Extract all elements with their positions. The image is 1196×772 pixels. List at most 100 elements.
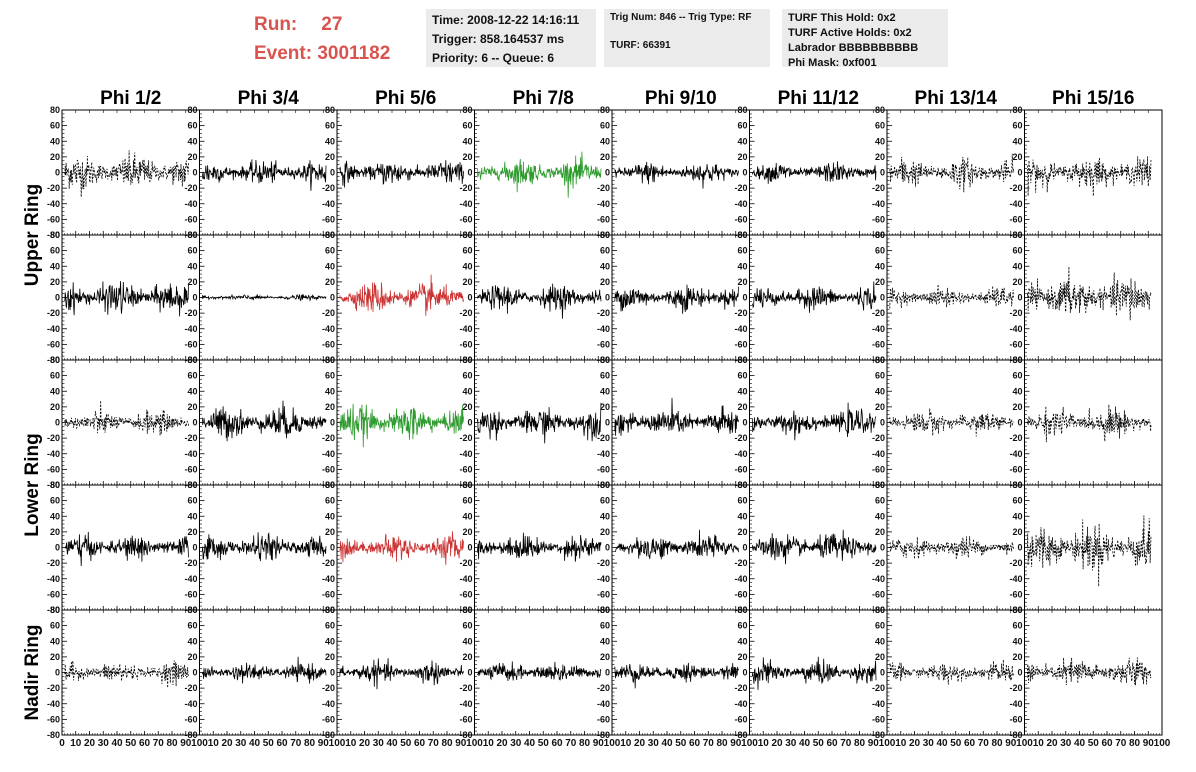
x-tick-label: 30 xyxy=(235,738,247,749)
y-tick-label: 60 xyxy=(875,371,885,381)
y-tick-label: 60 xyxy=(875,121,885,131)
y-tick-label: 40 xyxy=(50,511,60,521)
waveform-trace-r3-c8 xyxy=(1026,404,1152,443)
x-tick-label: 80 xyxy=(304,738,316,749)
y-tick-label: -40 xyxy=(322,324,335,334)
y-tick-label: -60 xyxy=(597,214,610,224)
y-tick-label: -20 xyxy=(322,308,335,318)
y-tick-label: 40 xyxy=(737,136,747,146)
y-tick-label: 80 xyxy=(462,105,472,115)
y-tick-label: -20 xyxy=(597,558,610,568)
y-tick-label: -20 xyxy=(459,183,472,193)
y-tick-label: 20 xyxy=(600,652,610,662)
waveform-trace-r4-c2 xyxy=(201,532,327,562)
x-tick-label: 20 xyxy=(496,738,508,749)
x-tick-label: 80 xyxy=(854,738,866,749)
y-tick-label: -40 xyxy=(734,699,747,709)
y-tick-label: -20 xyxy=(184,433,197,443)
y-tick-label: -20 xyxy=(47,433,60,443)
waveform-trace-r1-c3 xyxy=(339,160,464,188)
y-tick-label: 0 xyxy=(330,543,335,553)
y-tick-label: 40 xyxy=(1012,261,1022,271)
y-tick-label: -40 xyxy=(1009,574,1022,584)
x-tick-label: 30 xyxy=(373,738,385,749)
y-tick-label: 0 xyxy=(742,168,747,178)
y-tick-label: 60 xyxy=(875,496,885,506)
y-tick-label: -80 xyxy=(47,480,60,490)
x-tick-label: 80 xyxy=(579,738,591,749)
y-tick-label: 60 xyxy=(600,121,610,131)
y-tick-label: 20 xyxy=(600,527,610,537)
y-tick-label: 80 xyxy=(1012,480,1022,490)
y-tick-label: -20 xyxy=(734,308,747,318)
y-tick-label: 0 xyxy=(605,418,610,428)
x-tick-label: 80 xyxy=(991,738,1003,749)
x-tick-label: 30 xyxy=(923,738,935,749)
waveform-trace-r4-c8 xyxy=(1026,515,1152,587)
y-tick-label: 0 xyxy=(742,543,747,553)
x-tick-label: 10 xyxy=(758,738,770,749)
event-line: Event: 3001182 xyxy=(254,39,390,68)
y-tick-label: 40 xyxy=(462,636,472,646)
y-tick-label: 0 xyxy=(605,543,610,553)
y-tick-label: -80 xyxy=(734,730,747,740)
ring-label-lower-ring: Lower Ring xyxy=(22,433,43,536)
y-tick-label: -60 xyxy=(872,214,885,224)
y-tick-label: -80 xyxy=(459,730,472,740)
trig-num-text: Trig Num: 846 -- Trig Type: RF xyxy=(610,12,752,23)
y-tick-label: -20 xyxy=(184,558,197,568)
y-tick-label: 0 xyxy=(880,293,885,303)
column-title-7: Phi 13/14 xyxy=(915,88,998,109)
y-tick-label: 60 xyxy=(50,371,60,381)
y-tick-label: 40 xyxy=(187,136,197,146)
y-tick-label: 80 xyxy=(600,605,610,615)
y-tick-label: 60 xyxy=(737,371,747,381)
ring-label-nadir-ring: Nadir Ring xyxy=(22,624,43,720)
y-tick-label: 20 xyxy=(737,277,747,287)
y-tick-label: -40 xyxy=(322,699,335,709)
y-tick-label: 80 xyxy=(462,355,472,365)
y-tick-label: 20 xyxy=(1012,527,1022,537)
y-tick-label: 20 xyxy=(462,402,472,412)
y-tick-label: 80 xyxy=(187,105,197,115)
y-tick-label: 40 xyxy=(737,261,747,271)
y-tick-label: 40 xyxy=(737,386,747,396)
y-tick-label: 60 xyxy=(875,621,885,631)
y-tick-label: 80 xyxy=(50,605,60,615)
y-tick-label: 20 xyxy=(325,527,335,537)
waveform-trace-r2-c6 xyxy=(751,281,877,313)
x-tick-label: 30 xyxy=(510,738,522,749)
x-tick-label: 30 xyxy=(1060,738,1072,749)
y-tick-label: -60 xyxy=(597,339,610,349)
x-tick-label: 50 xyxy=(813,738,825,749)
y-tick-label: -80 xyxy=(47,355,60,365)
y-tick-label: 80 xyxy=(325,605,335,615)
y-tick-label: 60 xyxy=(50,121,60,131)
x-tick-label: 40 xyxy=(524,738,536,749)
y-tick-label: 80 xyxy=(875,480,885,490)
event-label: Event: xyxy=(254,43,313,64)
waveform-trace-r5-c1 xyxy=(64,660,189,688)
waveform-trace-r3-c6 xyxy=(751,402,877,441)
y-tick-label: 0 xyxy=(330,293,335,303)
y-tick-label: -20 xyxy=(322,683,335,693)
y-tick-label: 60 xyxy=(1012,371,1022,381)
x-tick-label: 70 xyxy=(153,738,165,749)
y-tick-label: 0 xyxy=(880,418,885,428)
waveform-trace-r3-c1 xyxy=(64,400,189,436)
x-tick-label: 70 xyxy=(290,738,302,749)
y-tick-label: 80 xyxy=(50,355,60,365)
y-tick-label: 40 xyxy=(600,511,610,521)
run-value: 27 xyxy=(321,14,343,35)
y-tick-label: 40 xyxy=(600,386,610,396)
waveform-trace-r5-c8 xyxy=(1026,657,1152,686)
y-tick-label: 80 xyxy=(325,105,335,115)
y-tick-label: -60 xyxy=(322,464,335,474)
y-tick-label: -20 xyxy=(872,683,885,693)
x-tick-label: 90 xyxy=(1143,738,1155,749)
y-tick-label: -40 xyxy=(872,199,885,209)
y-tick-label: -20 xyxy=(734,183,747,193)
waveform-trace-r1-c5 xyxy=(614,161,739,189)
x-tick-label: 50 xyxy=(1088,738,1100,749)
column-title-8: Phi 15/16 xyxy=(1052,88,1134,109)
